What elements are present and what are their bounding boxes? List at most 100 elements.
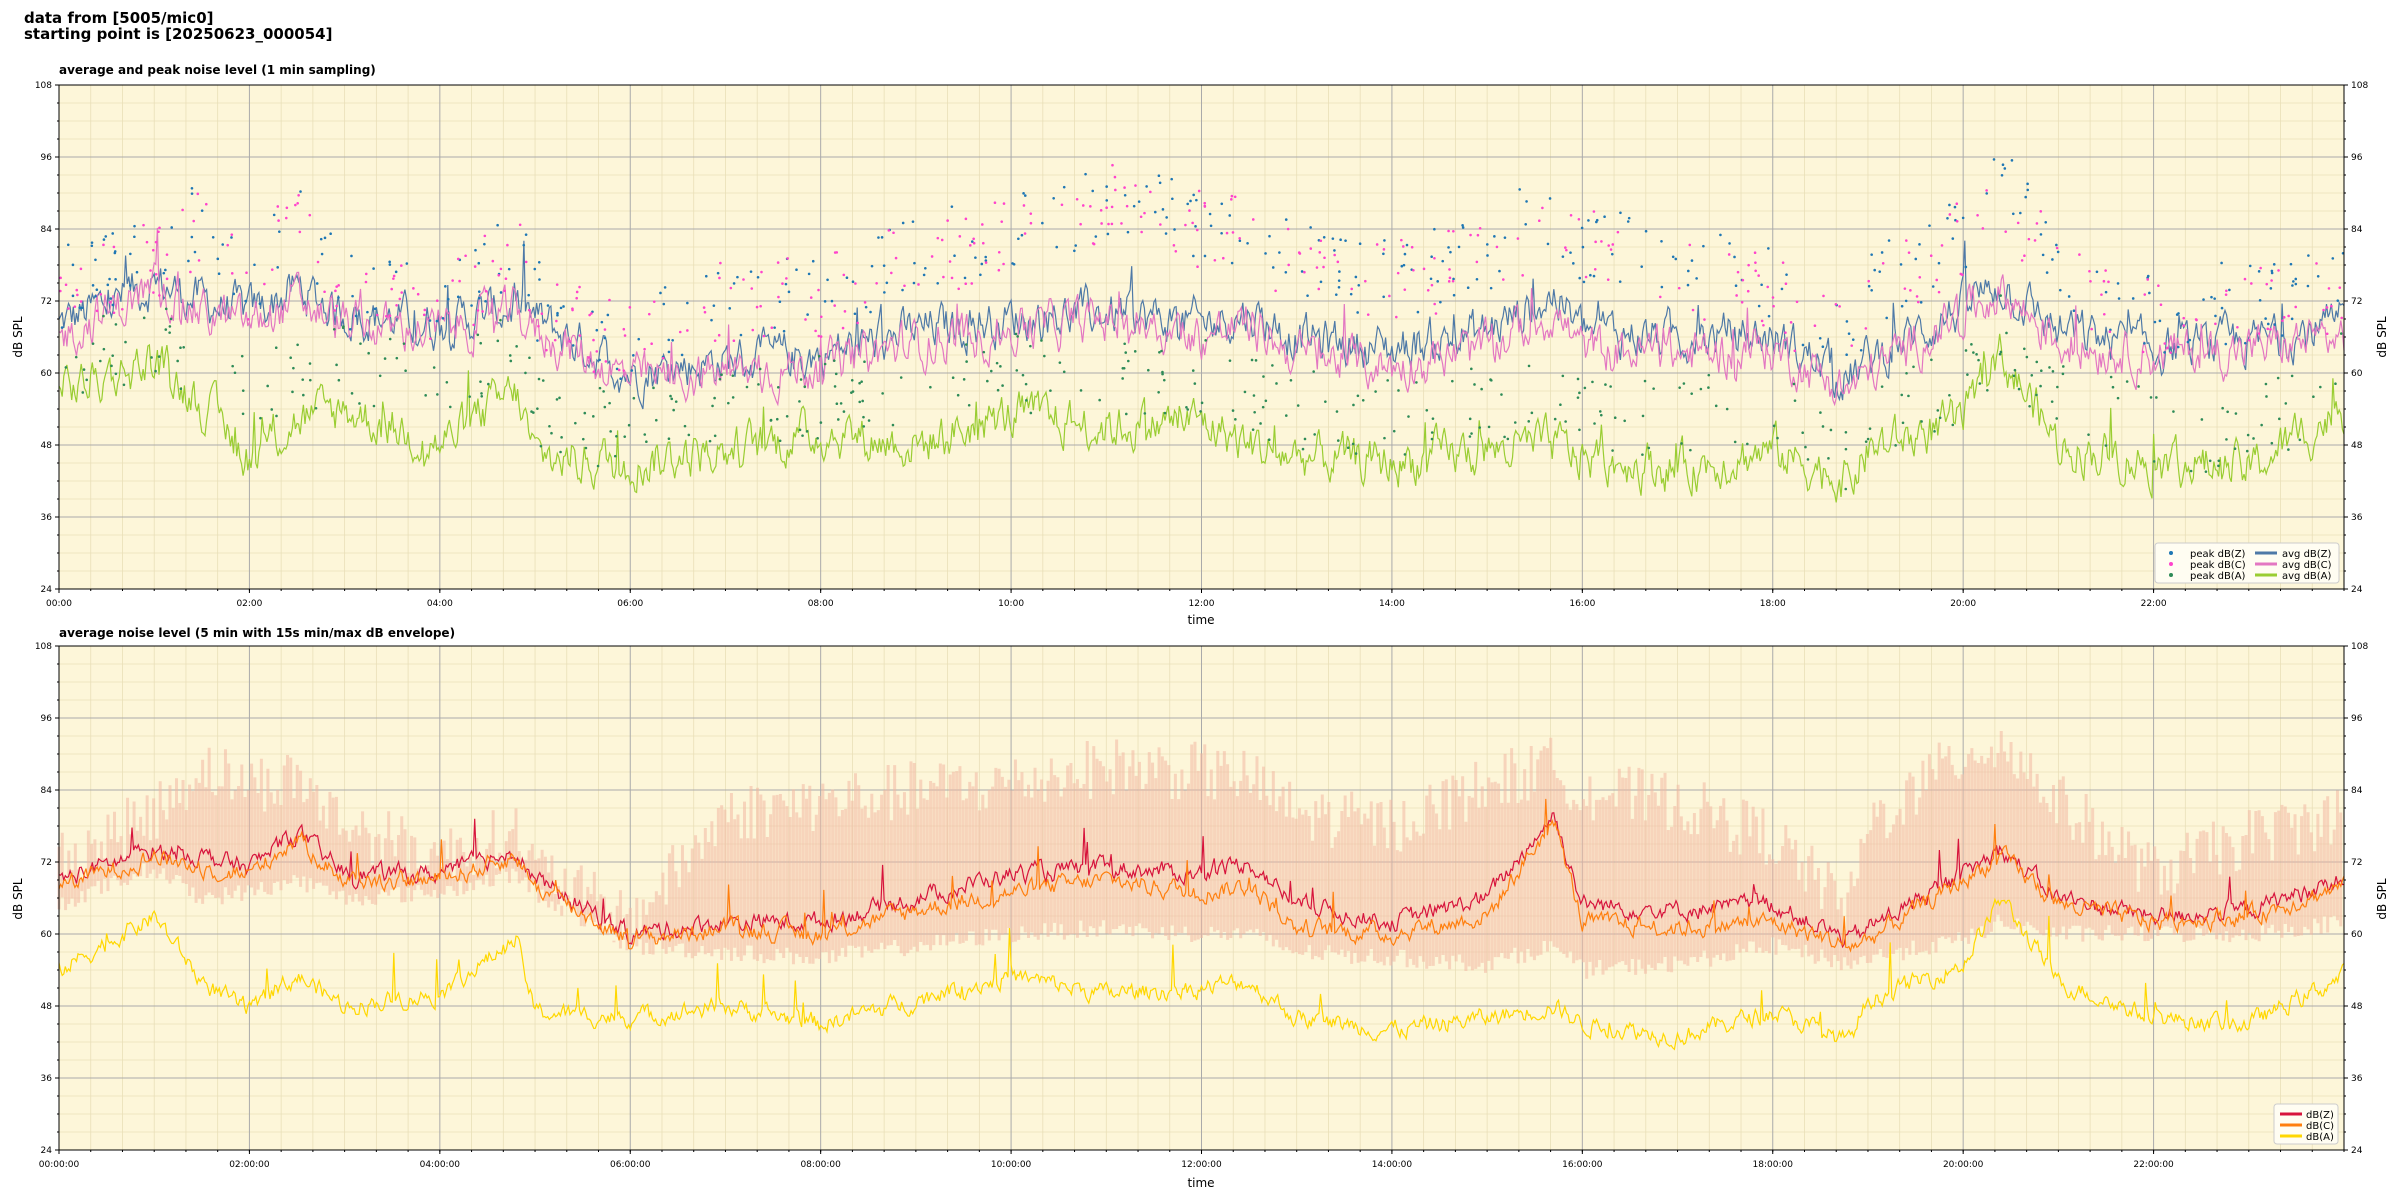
peak-point <box>1746 442 1749 446</box>
peak-point <box>1430 255 1433 258</box>
peak-point <box>1999 350 2003 354</box>
peak-point <box>383 357 387 360</box>
peak-point <box>181 208 184 212</box>
peak-point <box>2051 258 2054 261</box>
peak-point <box>727 401 730 405</box>
peak-point <box>1163 411 1167 415</box>
peak-point <box>2039 210 2043 213</box>
peak-point <box>1107 222 1110 226</box>
peak-point <box>1735 294 1738 297</box>
peak-point <box>1867 279 1870 283</box>
peak-point <box>392 277 395 280</box>
peak-point <box>470 304 473 307</box>
peak-point <box>1699 387 1703 391</box>
peak-point <box>1978 382 1982 385</box>
peak-point <box>335 363 338 367</box>
peak-point <box>680 353 684 357</box>
peak-point <box>588 313 591 317</box>
peak-point <box>2055 243 2058 247</box>
peak-point <box>995 361 999 365</box>
peak-point <box>1936 409 1940 412</box>
peak-point <box>503 289 506 293</box>
legend-marker <box>2169 562 2173 566</box>
peak-point <box>73 305 77 308</box>
peak-point <box>1518 188 1521 191</box>
peak-point <box>1433 256 1436 260</box>
peak-point <box>263 282 266 286</box>
y-tick-label: 84 <box>2351 786 2363 796</box>
peak-point <box>686 329 689 332</box>
peak-point <box>858 381 861 385</box>
peak-point <box>1935 278 1939 282</box>
peak-point <box>1333 249 1336 252</box>
peak-point <box>1361 399 1365 402</box>
peak-point <box>1322 265 1325 269</box>
peak-point <box>2067 295 2071 298</box>
peak-point <box>388 263 392 266</box>
peak-point <box>133 235 136 239</box>
peak-point <box>164 328 168 331</box>
peak-point <box>1976 214 1979 217</box>
y-tick-label: 36 <box>2351 513 2363 523</box>
peak-point <box>2109 375 2113 379</box>
peak-point <box>568 339 571 343</box>
peak-point <box>424 394 427 397</box>
peak-point <box>1961 216 1965 220</box>
peak-point <box>1878 270 1882 273</box>
peak-point <box>423 308 427 312</box>
peak-point <box>1929 254 1933 257</box>
peak-point <box>1572 262 1575 265</box>
peak-point <box>272 213 276 217</box>
peak-point <box>979 273 982 277</box>
legend: peak dB(Z)peak dB(C)peak dB(A)avg dB(Z)a… <box>2154 542 2340 584</box>
peak-point <box>366 310 369 314</box>
peak-point <box>385 314 388 318</box>
peak-point <box>193 250 197 254</box>
peak-point <box>1375 243 1379 246</box>
peak-point <box>1870 288 1873 292</box>
peak-point <box>1937 261 1941 265</box>
peak-point <box>446 297 450 301</box>
peak-point <box>367 351 370 355</box>
peak-point <box>1907 251 1911 254</box>
peak-point <box>1838 305 1841 308</box>
peak-point <box>323 290 326 294</box>
peak-point <box>335 304 338 308</box>
peak-point <box>1133 350 1137 353</box>
peak-point <box>834 372 838 376</box>
peak-point <box>2035 360 2039 364</box>
peak-point <box>435 319 439 323</box>
peak-point <box>1822 294 1825 298</box>
peak-point <box>1801 343 1805 347</box>
peak-point <box>2298 438 2302 442</box>
peak-point <box>1021 373 1025 377</box>
peak-point <box>2055 417 2058 420</box>
peak-point <box>1641 414 1645 418</box>
peak-point <box>246 318 250 321</box>
peak-point <box>856 321 859 325</box>
peak-point <box>1470 367 1473 371</box>
peak-point <box>1415 381 1418 384</box>
peak-point <box>1002 262 1005 266</box>
peak-point <box>1703 318 1706 321</box>
peak-point <box>661 356 665 360</box>
peak-point <box>2169 351 2172 354</box>
peak-point <box>924 266 927 270</box>
peak-point <box>90 244 94 248</box>
y-tick-label: 24 <box>41 1146 53 1156</box>
header-source-line: data from [5005/mic0] <box>24 9 214 27</box>
top-y-axis-label-right: dB SPL <box>2375 316 2389 358</box>
peak-point <box>615 367 619 371</box>
peak-point <box>294 203 297 207</box>
peak-point <box>1426 288 1430 292</box>
peak-point <box>1271 364 1274 367</box>
peak-point <box>1975 353 1978 356</box>
peak-point <box>1998 352 2002 356</box>
peak-point <box>863 360 866 364</box>
peak-point <box>1366 313 1370 316</box>
series-peakdbc <box>59 163 2344 374</box>
peak-point <box>530 410 533 413</box>
peak-point <box>1740 300 1744 304</box>
peak-point <box>1565 248 1568 252</box>
peak-point <box>204 202 208 206</box>
